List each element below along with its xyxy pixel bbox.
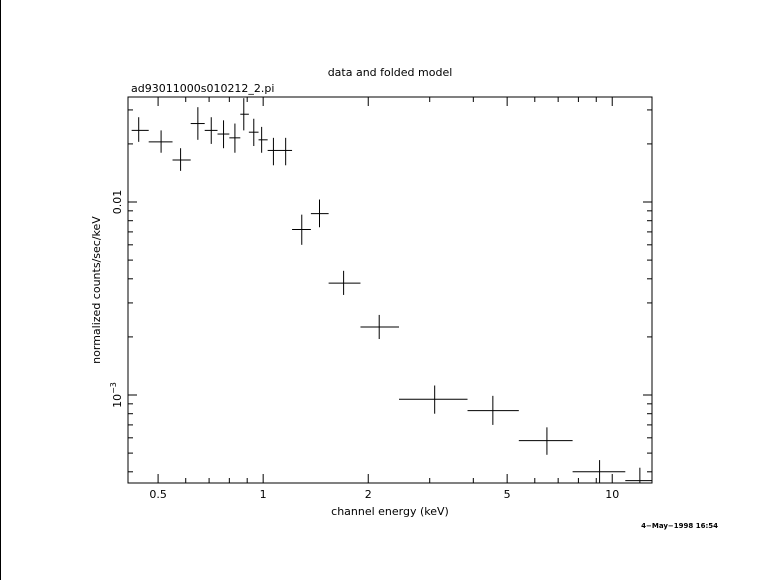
data-point bbox=[267, 137, 279, 166]
data-point bbox=[310, 199, 329, 228]
data-point bbox=[572, 460, 626, 483]
timestamp: 4−May−1998 16:54 bbox=[641, 522, 718, 530]
window-left-edge bbox=[0, 0, 1, 580]
data-point bbox=[258, 126, 268, 153]
y-tick-label: 10−3 bbox=[109, 382, 124, 408]
plot-frame bbox=[127, 96, 653, 484]
data-point bbox=[172, 148, 191, 171]
data-point bbox=[248, 118, 259, 147]
x-axis-label: channel energy (keV) bbox=[331, 505, 449, 518]
data-point bbox=[399, 385, 468, 414]
data-point bbox=[240, 98, 249, 131]
data-point bbox=[190, 107, 205, 140]
data-points bbox=[131, 98, 652, 483]
axis-ticks bbox=[128, 97, 652, 483]
data-point bbox=[292, 214, 311, 245]
data-point bbox=[278, 137, 293, 166]
axis-tick-labels: 0.5 1 2 5 10 0.01 10−3 bbox=[109, 190, 619, 501]
y-tick-label: 0.01 bbox=[111, 190, 124, 215]
data-point bbox=[131, 117, 149, 142]
data-point bbox=[328, 270, 361, 295]
x-tick-label: 1 bbox=[260, 488, 267, 501]
chart-subtitle: ad93011000s010212_2.pi bbox=[131, 82, 274, 95]
data-point bbox=[148, 130, 173, 153]
x-tick-label: 0.5 bbox=[149, 488, 167, 501]
data-point bbox=[360, 314, 400, 340]
y-axis-label: normalized counts/sec/keV bbox=[90, 216, 103, 364]
data-point bbox=[204, 117, 218, 144]
x-tick-label: 2 bbox=[365, 488, 372, 501]
data-point bbox=[625, 467, 652, 483]
x-tick-label: 5 bbox=[504, 488, 511, 501]
data-point bbox=[467, 395, 519, 425]
data-point bbox=[229, 123, 241, 153]
data-point bbox=[518, 427, 573, 455]
chart-title: data and folded model bbox=[328, 66, 453, 79]
data-point bbox=[217, 120, 230, 149]
x-tick-label: 10 bbox=[605, 488, 619, 501]
